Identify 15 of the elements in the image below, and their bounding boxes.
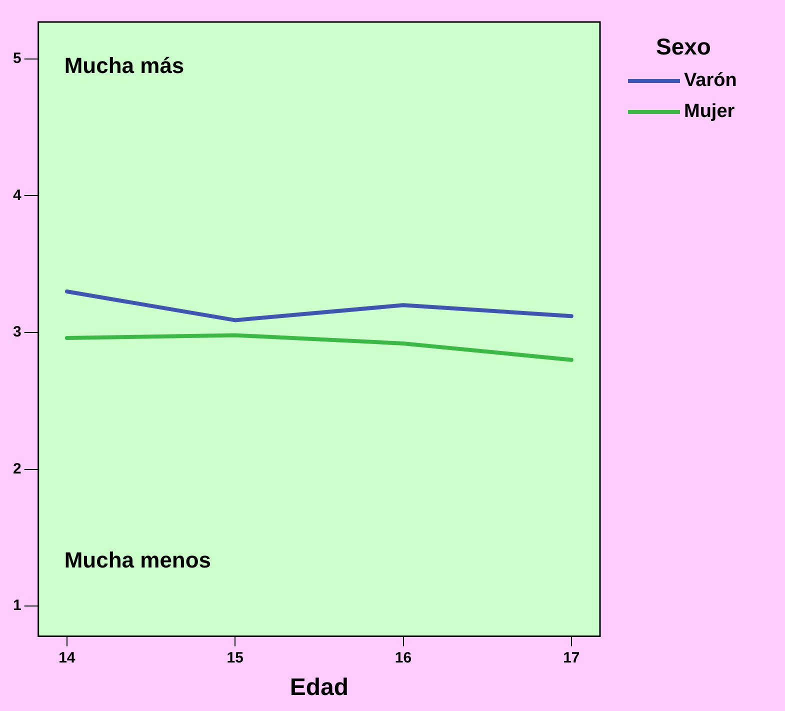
x-tick-label: 14 <box>58 649 76 666</box>
y-tick-label: 1 <box>13 597 22 614</box>
y-tick-label: 3 <box>13 324 22 341</box>
legend-title: Sexo <box>656 33 711 60</box>
x-tick-label: 17 <box>563 649 580 666</box>
y-tick-label: 2 <box>13 460 22 478</box>
legend-label: Mujer <box>684 101 736 122</box>
x-axis-title: Edad <box>290 674 349 702</box>
y-tick-label: 4 <box>13 186 22 204</box>
annotation: Mucha menos <box>64 547 212 572</box>
x-tick-label: 15 <box>226 649 244 666</box>
annotation: Mucha más <box>64 53 184 78</box>
legend-label: Varón <box>684 70 737 92</box>
y-tick-label: 5 <box>13 50 22 68</box>
x-tick-label: 16 <box>394 649 412 666</box>
